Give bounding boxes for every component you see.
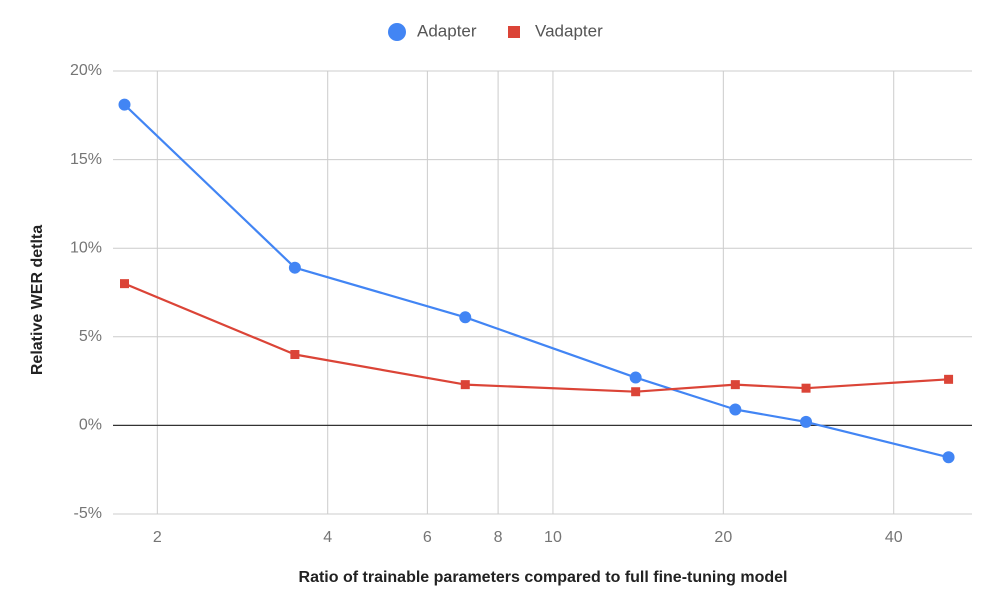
legend-vadapter-swatch [508, 26, 520, 38]
y-tick-label: 20% [70, 62, 102, 79]
y-tick-label: -5% [74, 505, 102, 522]
adapter-line [123, 103, 949, 459]
y-tick-label: 10% [70, 239, 102, 256]
series-lines [123, 103, 949, 459]
x-tick-label: 4 [323, 529, 332, 546]
adapter-point[interactable] [942, 451, 955, 464]
legend-adapter-swatch [388, 23, 406, 41]
adapter-point[interactable] [459, 311, 472, 324]
vadapter-point[interactable] [631, 387, 641, 397]
x-tick-label: 20 [714, 529, 732, 546]
series-markers [118, 98, 955, 464]
adapter-point[interactable] [800, 415, 813, 428]
legend[interactable]: Adapter Vadapter [388, 21, 603, 41]
x-tick-label: 2 [153, 529, 162, 546]
legend-vadapter-label[interactable]: Vadapter [535, 21, 603, 40]
y-tick-label: 5% [79, 328, 102, 345]
y-tick-label: 0% [79, 417, 102, 434]
vadapter-point[interactable] [801, 383, 811, 393]
x-tick-label: 40 [885, 529, 903, 546]
adapter-point[interactable] [118, 98, 131, 111]
tick-labels: -5% 0% 5% 10% 15% 20% 2 4 6 8 10 20 40 [70, 62, 903, 546]
y-axis-title: Relative WER detlta [29, 225, 46, 375]
vadapter-point[interactable] [944, 374, 954, 384]
vadapter-line [124, 282, 949, 393]
x-tick-label: 6 [423, 529, 432, 546]
vadapter-point[interactable] [290, 350, 300, 360]
adapter-point[interactable] [729, 403, 742, 416]
grid [113, 70, 972, 515]
y-tick-label: 15% [70, 151, 102, 168]
vadapter-point[interactable] [120, 279, 130, 289]
legend-adapter-label[interactable]: Adapter [417, 21, 477, 40]
adapter-point[interactable] [629, 371, 642, 384]
x-axis-title: Ratio of trainable parameters compared t… [299, 569, 788, 586]
x-tick-label: 10 [544, 529, 562, 546]
vadapter-point[interactable] [460, 380, 470, 390]
x-tick-label: 8 [494, 529, 503, 546]
adapter-point[interactable] [288, 261, 301, 274]
vadapter-point[interactable] [730, 380, 740, 390]
